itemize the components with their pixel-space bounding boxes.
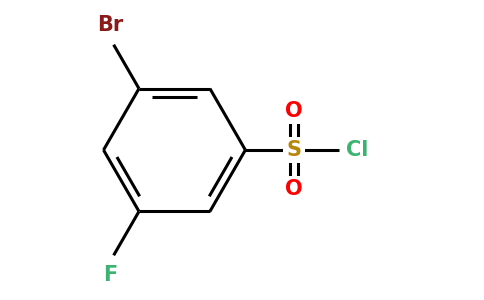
Text: Br: Br <box>97 15 123 34</box>
Text: S: S <box>287 140 302 160</box>
Text: O: O <box>285 178 303 199</box>
Text: F: F <box>103 266 118 285</box>
Text: O: O <box>285 101 303 122</box>
Text: Cl: Cl <box>346 140 368 160</box>
